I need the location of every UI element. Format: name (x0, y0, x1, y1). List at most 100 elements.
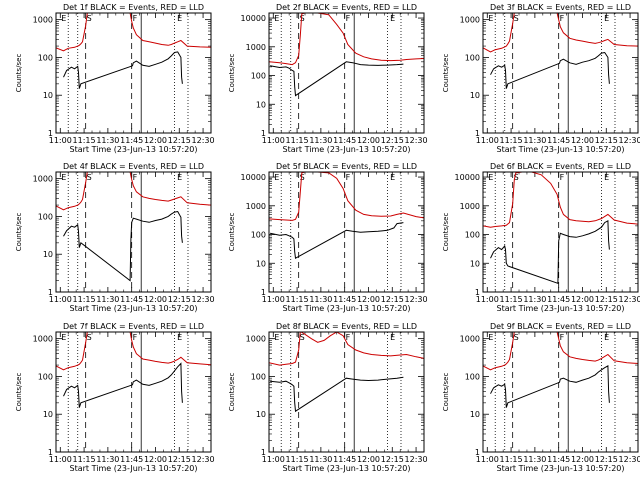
series-events-line (270, 61, 404, 97)
series-events-line (63, 51, 183, 89)
marker-letter: S (300, 14, 305, 23)
marker-letter: E (488, 333, 493, 342)
x-axis-label: Start Time (23-Jun-13 10:57:20) (497, 145, 625, 154)
x-tick-label: 12:15 (381, 295, 404, 304)
y-tick-label: 100 (38, 212, 53, 221)
x-tick-label: 11:30 (309, 295, 332, 304)
x-tick-label: 11:00 (262, 455, 285, 464)
marker-letter: E (604, 14, 609, 23)
marker-letter: S (87, 14, 92, 23)
x-tick-label: 12:15 (595, 295, 618, 304)
x-tick-label: 12:00 (144, 455, 167, 464)
y-axis-label: Counts/sec (15, 213, 23, 252)
series-lld-line (269, 13, 424, 66)
y-tick-label: 100 (465, 53, 480, 62)
x-tick-label: 11:30 (96, 136, 119, 145)
x-tick-label: 12:30 (405, 455, 428, 464)
x-tick-label: 12:30 (619, 295, 640, 304)
x-tick-label: 11:15 (286, 455, 309, 464)
panel-det-8: Det 8f BLACK = Events, RED = LLD Counts/s… (228, 322, 428, 473)
x-tick-label: 11:00 (262, 136, 285, 145)
marker-letter: S (514, 173, 519, 182)
x-axis-label: Start Time (23-Jun-13 10:57:20) (283, 304, 411, 313)
panel-title: Det 5f BLACK = Events, RED = LLD (276, 162, 417, 171)
series-events-line (490, 51, 610, 89)
x-tick-label: 12:30 (405, 295, 428, 304)
x-tick-label: 11:15 (500, 455, 523, 464)
y-tick-label: 1 (48, 448, 53, 457)
y-axis-label: Counts/sec (228, 373, 236, 412)
plot-frame (55, 331, 212, 453)
marker-letter: F (560, 333, 565, 342)
marker-letter: E (390, 333, 395, 342)
y-tick-label: 10000 (241, 14, 266, 23)
x-tick-label: 11:00 (49, 136, 72, 145)
marker-letter: F (560, 173, 565, 182)
y-tick-label: 1000 (246, 202, 266, 211)
panel-title: Det 1f BLACK = Events, RED = LLD (63, 3, 204, 12)
y-tick-label: 1000 (33, 16, 53, 25)
y-tick-label: 10 (470, 259, 480, 268)
y-tick-label: 100 (465, 231, 480, 240)
panel-det-6: Det 6f BLACK = Events, RED = LLD Counts/s… (442, 162, 640, 313)
x-tick-label: 11:30 (96, 455, 119, 464)
panel-det-5: Det 5f BLACK = Events, RED = LLD Counts/s… (228, 162, 428, 313)
marker-letter: F (560, 14, 565, 23)
y-axis-label: Counts/sec (442, 54, 450, 93)
panel-det-2: Det 2f BLACK = Events, RED = LLD Counts/s… (228, 3, 428, 154)
y-tick-label: 1 (261, 129, 266, 138)
x-tick-label: 11:00 (476, 295, 499, 304)
marker-letter: E (488, 173, 493, 182)
marker-letter: E (274, 173, 279, 182)
x-tick-label: 11:45 (333, 136, 356, 145)
x-tick-label: 11:15 (73, 136, 96, 145)
plot-frame (482, 171, 639, 293)
series-events-line (63, 362, 183, 408)
x-tick-label: 12:30 (405, 136, 428, 145)
marker-letter: E (177, 173, 182, 182)
y-tick-label: 10 (43, 410, 53, 419)
y-tick-label: 10 (256, 100, 266, 109)
x-tick-label: 12:15 (381, 455, 404, 464)
panel-det-4: Det 4f BLACK = Events, RED = LLD Counts/s… (15, 162, 215, 313)
marker-letter: E (274, 333, 279, 342)
x-tick-label: 12:30 (192, 136, 215, 145)
y-tick-label: 1 (261, 288, 266, 297)
series-lld-line (56, 13, 211, 52)
marker-letter: E (61, 173, 66, 182)
x-axis-label: Start Time (23-Jun-13 10:57:20) (70, 304, 198, 313)
series-lld-line (56, 332, 211, 371)
x-tick-label: 12:00 (571, 136, 594, 145)
y-tick-label: 10 (43, 250, 53, 259)
x-tick-label: 11:30 (523, 136, 546, 145)
y-axis-label: Counts/sec (15, 54, 23, 93)
marker-letter: S (300, 333, 305, 342)
x-tick-label: 11:45 (120, 295, 143, 304)
panel-title: Det 6f BLACK = Events, RED = LLD (490, 162, 631, 171)
panel-title: Det 3f BLACK = Events, RED = LLD (490, 3, 631, 12)
series-lld-line (483, 332, 638, 371)
marker-letter: S (300, 173, 305, 182)
panel-det-9: Det 9f BLACK = Events, RED = LLD Counts/s… (442, 322, 640, 473)
y-tick-label: 1000 (246, 43, 266, 52)
y-axis-label: Counts/sec (228, 213, 236, 252)
x-tick-label: 11:15 (73, 295, 96, 304)
panel-title: Det 9f BLACK = Events, RED = LLD (490, 322, 631, 331)
marker-letter: S (87, 173, 92, 182)
x-tick-label: 11:15 (286, 136, 309, 145)
marker-letter: S (87, 333, 92, 342)
marker-letter: F (133, 14, 138, 23)
x-tick-label: 12:00 (571, 455, 594, 464)
x-tick-label: 12:00 (357, 455, 380, 464)
marker-letter: E (390, 173, 395, 182)
x-tick-label: 11:00 (49, 295, 72, 304)
y-tick-label: 100 (251, 72, 266, 81)
y-tick-label: 10 (256, 410, 266, 419)
panel-title: Det 8f BLACK = Events, RED = LLD (276, 322, 417, 331)
x-tick-label: 12:30 (192, 295, 215, 304)
marker-letter: E (274, 14, 279, 23)
x-tick-label: 12:00 (357, 136, 380, 145)
x-tick-label: 11:45 (120, 136, 143, 145)
x-axis-label: Start Time (23-Jun-13 10:57:20) (283, 145, 411, 154)
